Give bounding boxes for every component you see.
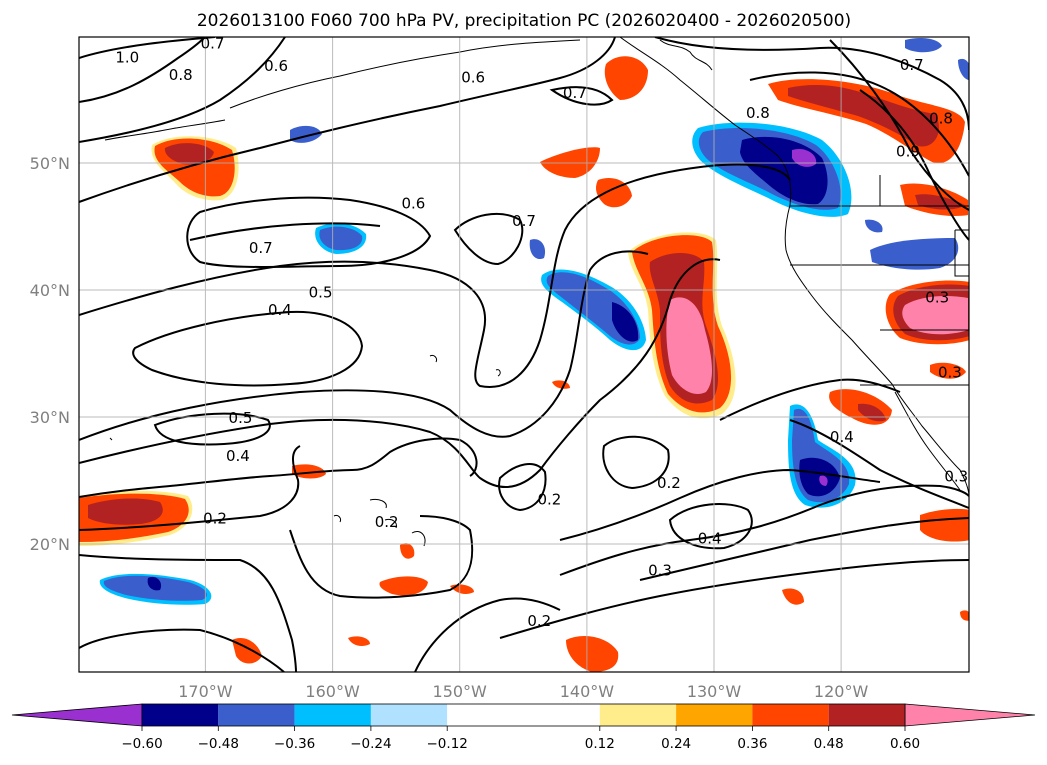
precip-neg-region-nw2 bbox=[865, 219, 883, 233]
precip-neg-region-west-core bbox=[147, 576, 162, 591]
colorbar-frame bbox=[141, 703, 906, 727]
y-tick-label: 20°N bbox=[30, 535, 70, 554]
contour-label: 1.0 bbox=[115, 48, 139, 66]
colorbar-tick-label: 0.48 bbox=[814, 736, 844, 752]
contour-label: 0.3 bbox=[944, 467, 968, 485]
colorbar-extend-high bbox=[904, 703, 1036, 727]
contour-labels: 1.0 0.8 0.6 0.7 0.6 0.7 0.7 0.8 0.9 0.8 0.6 0.7 0.7 0… bbox=[115, 34, 968, 630]
precip-pos-region-small-4 bbox=[292, 464, 326, 479]
colorbar-segment bbox=[370, 704, 448, 726]
contour-label: 0.5 bbox=[309, 283, 333, 301]
colorbar: −0.60 −0.48 −0.36 −0.24 −0.12 0.12 0.24 0.36 0.4… bbox=[11, 703, 1036, 752]
precip-pos-region-small-5 bbox=[379, 576, 428, 596]
contour-label: 0.2 bbox=[203, 509, 227, 527]
contour-label: 0.2 bbox=[375, 513, 399, 531]
precip-pos-region-mexico bbox=[920, 508, 969, 542]
contour-label: 0.7 bbox=[249, 239, 273, 257]
contour-label: 0.9 bbox=[896, 142, 920, 160]
precip-neg-region-nw bbox=[870, 238, 959, 270]
contour-label: 0.2 bbox=[657, 474, 681, 492]
colorbar-segment bbox=[676, 704, 753, 726]
precip-pos-region-small-13 bbox=[960, 610, 969, 621]
contour-label: 0.6 bbox=[264, 57, 288, 75]
colorbar-segment bbox=[599, 704, 677, 726]
contour-label: 0.4 bbox=[830, 428, 854, 446]
chart-title: 2026013100 F060 700 hPa PV, precipitatio… bbox=[197, 11, 851, 31]
precip-pos-region-offshore-pink bbox=[666, 297, 713, 395]
colorbar-segment bbox=[447, 704, 600, 726]
precip-neg-region-ne-pacific-core bbox=[612, 302, 639, 342]
contour-label: 0.6 bbox=[461, 69, 485, 87]
contour-label: 0.7 bbox=[900, 56, 924, 74]
colorbar-tick-label: −0.12 bbox=[427, 736, 468, 752]
colorbar-segment bbox=[828, 704, 905, 726]
x-tick-label: 160°W bbox=[305, 682, 360, 701]
contour-label: 0.6 bbox=[401, 194, 425, 212]
precip-pos-region-small-10 bbox=[566, 636, 619, 672]
precip-neg-region-small bbox=[529, 239, 546, 260]
colorbar-segment bbox=[752, 704, 829, 726]
colorbar-tick-label: 0.60 bbox=[890, 736, 920, 752]
colorbar-tick-label: −0.24 bbox=[350, 736, 391, 752]
map-frame bbox=[78, 36, 970, 673]
map-background bbox=[79, 37, 969, 672]
precip-pos-region-west-band-red bbox=[88, 498, 163, 525]
colorbar-tick-label: 0.36 bbox=[737, 736, 767, 752]
x-tick-label: 130°W bbox=[687, 682, 742, 701]
precip-pos-region-small-9 bbox=[348, 636, 370, 646]
contour-label: 0.4 bbox=[226, 447, 250, 465]
contour-label: 0.8 bbox=[929, 109, 953, 127]
precip-neg-region-bc-peak bbox=[792, 148, 817, 167]
contour-label: 0.8 bbox=[169, 66, 193, 84]
colorbar-tick-label: −0.48 bbox=[198, 736, 239, 752]
x-tick-label: 170°W bbox=[178, 682, 233, 701]
contour-label: 0.5 bbox=[229, 409, 253, 427]
precip-neg-region-edge bbox=[958, 58, 969, 81]
x-tick-label: 120°W bbox=[814, 682, 869, 701]
contour-label: 0.3 bbox=[925, 288, 949, 306]
map-area: 1.0 0.8 0.6 0.7 0.6 0.7 0.7 0.8 0.9 0.8 0.6 0.7 0.7 0… bbox=[79, 34, 969, 672]
precip-pos-region-canada-red bbox=[788, 85, 939, 147]
contour-label: 0.3 bbox=[648, 561, 672, 579]
contour-label: 0.7 bbox=[563, 84, 587, 102]
precip-pos-region-small-11 bbox=[782, 588, 804, 605]
y-tick-label: 40°N bbox=[30, 281, 70, 300]
colorbar-segment bbox=[218, 704, 295, 726]
precip-neg-region-corner bbox=[905, 38, 942, 53]
precip-pos-region-ca-pink bbox=[902, 296, 968, 335]
colorbar-tick-label: −0.60 bbox=[121, 736, 162, 752]
contour-label: 0.2 bbox=[527, 612, 551, 630]
precip-pos-region-small-3 bbox=[604, 56, 648, 100]
contour-label: 0.7 bbox=[512, 212, 536, 230]
colorbar-tick-label: −0.36 bbox=[274, 736, 315, 752]
contour-label: 0.4 bbox=[698, 530, 722, 548]
x-tick-label: 140°W bbox=[560, 682, 615, 701]
precip-pos-region-small-6 bbox=[400, 543, 415, 559]
precip-pos-region-nw-gyre-red bbox=[164, 143, 214, 165]
contour-label: 0.8 bbox=[746, 104, 770, 122]
contour-label: 0.7 bbox=[201, 34, 225, 52]
colorbar-segment bbox=[294, 704, 371, 726]
y-tick-labels: 20°N 30°N 40°N 50°N bbox=[30, 154, 70, 554]
y-tick-label: 50°N bbox=[30, 154, 70, 173]
contour-label: 0.2 bbox=[537, 490, 561, 508]
y-tick-label: 30°N bbox=[30, 408, 70, 427]
precip-neg-region-central-inner bbox=[319, 226, 363, 251]
contour-label: 0.3 bbox=[938, 363, 962, 381]
x-tick-labels: 170°W 160°W 150°W 140°W 130°W 120°W bbox=[178, 682, 868, 701]
colorbar-segment bbox=[142, 704, 219, 726]
precip-pos-region-baja-edge bbox=[930, 362, 966, 379]
precip-shading bbox=[79, 38, 969, 672]
pv-contours bbox=[79, 37, 969, 672]
coastlines bbox=[104, 37, 969, 547]
x-tick-label: 150°W bbox=[433, 682, 488, 701]
gridlines bbox=[79, 37, 969, 672]
colorbar-extend-low bbox=[11, 703, 143, 727]
colorbar-tick-label: 0.24 bbox=[661, 736, 691, 752]
precip-neg-region-baja-peak bbox=[819, 475, 828, 486]
contour-label: 0.4 bbox=[268, 301, 292, 319]
colorbar-tick-label: 0.12 bbox=[585, 736, 615, 752]
